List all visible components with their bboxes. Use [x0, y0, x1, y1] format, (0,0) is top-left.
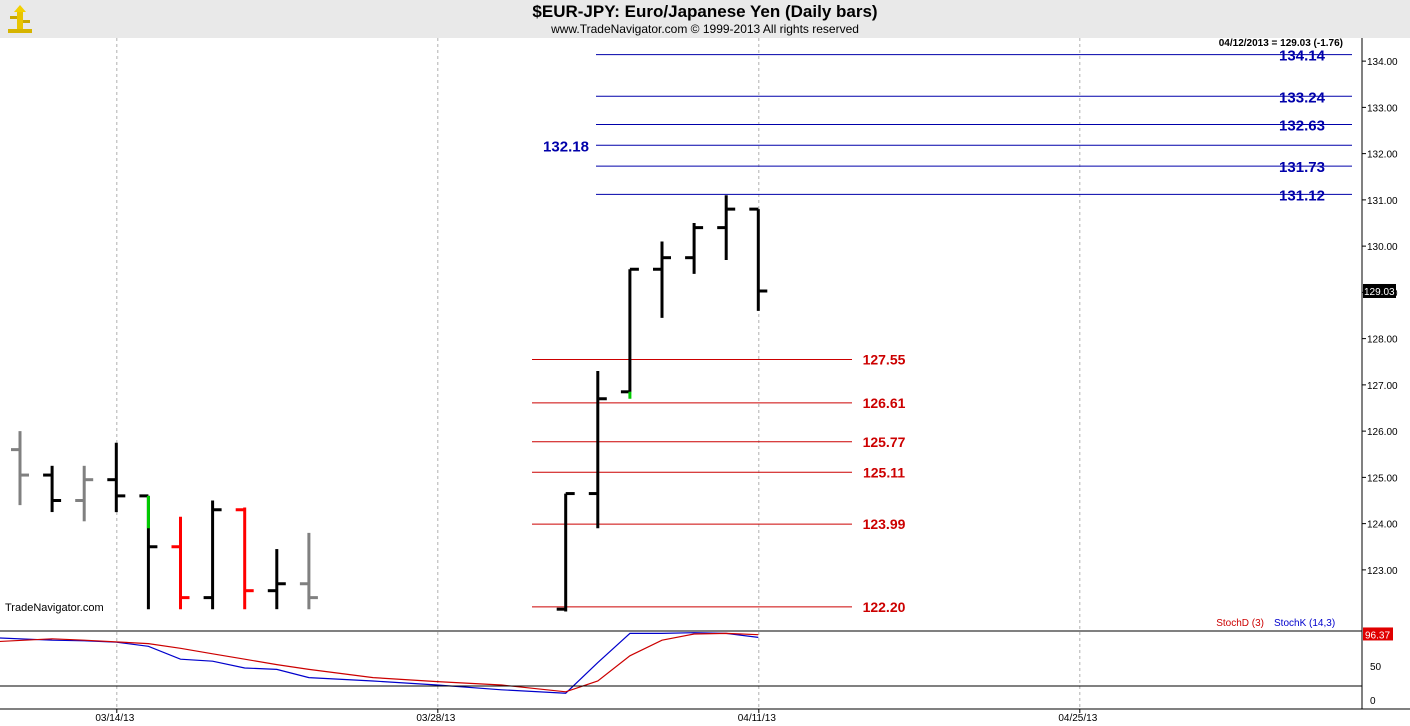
- y-tick-label: 124.00: [1367, 520, 1398, 531]
- red-level-label: 123.99: [863, 516, 906, 532]
- y-tick-label: 133.00: [1367, 103, 1398, 114]
- y-tick-label: 132.00: [1367, 150, 1398, 161]
- red-level-label: 126.61: [863, 395, 906, 411]
- chart-header: $EUR-JPY: Euro/Japanese Yen (Daily bars)…: [0, 0, 1410, 38]
- fib-levels-layer: 134.14 133.24 132.63 132.18 131.73 131.12 127.…: [532, 48, 1352, 615]
- y-tick-label: 128.00: [1367, 335, 1398, 346]
- y-tick-label: 126.00: [1367, 427, 1398, 438]
- x-tick-label: 04/25/13: [1058, 713, 1097, 724]
- ohlc-bar: [620, 267, 639, 399]
- stoch-last-label: 96.37: [1365, 630, 1390, 641]
- grid-layer: [116, 38, 1081, 709]
- stochastic-panel: StochD (3) StochK (14,3): [0, 618, 1335, 694]
- y-tick-label: 130.00: [1367, 242, 1398, 253]
- y-tick-label: 125.00: [1367, 473, 1398, 484]
- y-tick-label: 127.00: [1367, 381, 1398, 392]
- axis-layer: 03/14/13 03/28/13 04/11/13 04/25/13 123.00 12…: [0, 38, 1410, 724]
- ohlc-bar: [717, 195, 736, 260]
- x-tick-label: 03/14/13: [95, 713, 134, 724]
- stochd-legend: StochD (3): [1216, 618, 1264, 629]
- y-tick-label: 123.00: [1367, 566, 1398, 577]
- ohlc-bar: [749, 207, 768, 311]
- ohlc-bar: [43, 465, 62, 513]
- x-tick-label: 04/11/13: [738, 713, 777, 724]
- ohlc-bar: [107, 442, 126, 513]
- red-level-label: 125.77: [863, 434, 906, 450]
- y-tick-label: 134.00: [1367, 57, 1398, 68]
- stoch-last-box: [1363, 627, 1393, 641]
- ohlc-bar: [235, 507, 254, 610]
- ohlc-bar: [171, 516, 190, 610]
- stoch-y-tick-label: 0: [1370, 696, 1376, 707]
- y-tick-label: 131.00: [1367, 196, 1398, 207]
- stochd-line: [0, 632, 759, 693]
- trade-navigator-logo-icon: [8, 5, 32, 33]
- ohlc-bar: [11, 431, 29, 506]
- ohlc-bar: [267, 549, 286, 610]
- chart-title: $EUR-JPY: Euro/Japanese Yen (Daily bars): [532, 2, 878, 21]
- stochk-legend: StochK (14,3): [1274, 618, 1335, 629]
- blue-level-label: 132.63: [1279, 117, 1325, 134]
- blue-level-label: 131.12: [1279, 187, 1325, 204]
- last-value-info: 04/12/2013 = 129.03 (-1.76): [1219, 38, 1343, 49]
- ohlc-bar: [685, 223, 704, 274]
- blue-level-label: 131.73: [1279, 159, 1325, 176]
- ohlc-bar: [588, 371, 607, 529]
- ohlc-bar: [299, 532, 318, 610]
- last-price-box: [1363, 283, 1396, 298]
- ohlc-bar: [203, 500, 222, 610]
- red-level-label: 127.55: [863, 351, 906, 367]
- stoch-y-tick-label: 50: [1370, 662, 1382, 673]
- ohlc-bar: [556, 492, 575, 612]
- ohlc-bar: [75, 465, 94, 522]
- x-tick-label: 03/28/13: [416, 713, 455, 724]
- blue-level-label: 133.24: [1279, 89, 1326, 106]
- ohlc-bar: [139, 494, 158, 610]
- price-bars-layer: [11, 195, 768, 612]
- red-level-label: 122.20: [863, 599, 906, 615]
- blue-level-label: 134.14: [1279, 48, 1326, 65]
- watermark-text: TradeNavigator.com: [5, 602, 104, 614]
- stochk-line: [0, 632, 759, 694]
- copyright-notice: www.TradeNavigator.com © 1999-2013 All r…: [551, 22, 859, 36]
- ohlc-bar: [653, 241, 671, 318]
- red-level-label: 125.11: [863, 464, 905, 480]
- blue-level-label: 132.18: [543, 138, 589, 155]
- last-price-label: 129.03: [1364, 287, 1395, 298]
